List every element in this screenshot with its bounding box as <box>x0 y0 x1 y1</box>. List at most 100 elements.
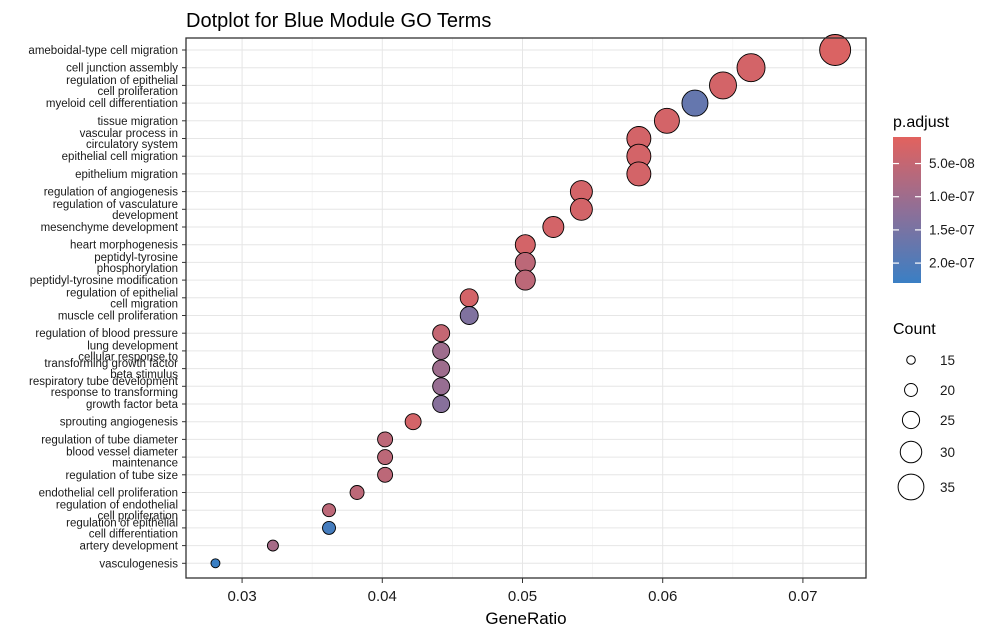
y-tick-label: regulation of blood pressure <box>35 328 178 340</box>
data-point <box>432 324 451 343</box>
y-tick-label: tissue migration <box>97 116 178 128</box>
size-legend-label: 15 <box>940 353 955 368</box>
color-legend-ticks: 5.0e-08 1.0e-07 1.5e-07 2.0e-07 <box>893 156 975 271</box>
data-point <box>681 89 709 117</box>
y-tick-label: blood vessel diameter <box>66 447 178 459</box>
y-tick-label: cell differentiation <box>89 528 178 540</box>
y-tick-label: artery development <box>80 541 179 553</box>
y-tick-label: cell junction assembly <box>66 63 178 75</box>
x-tick-label: 0.05 <box>508 588 537 605</box>
y-tick-label: respiratory tube development <box>29 376 179 388</box>
color-legend-label: 5.0e-08 <box>929 156 975 171</box>
data-point <box>736 53 766 83</box>
data-point <box>514 251 536 273</box>
size-legend-circle <box>904 383 918 397</box>
y-tick-labels: ameboidal-type cell migration cell juncti… <box>28 45 186 570</box>
data-point <box>819 34 852 66</box>
y-tick-label: regulation of angiogenesis <box>44 187 179 199</box>
y-tick-label: regulation of vasculature <box>53 199 178 211</box>
size-legend-circle <box>897 473 925 501</box>
y-tick-label: circulatory system <box>86 139 178 151</box>
data-point <box>322 520 336 535</box>
y-tick-label: lung development <box>87 340 179 352</box>
y-tick-label: regulation of tube diameter <box>41 434 178 446</box>
data-points <box>210 34 852 569</box>
y-tick-label: response to transforming <box>51 387 178 399</box>
data-point <box>709 71 737 100</box>
y-tick-label: sprouting angiogenesis <box>60 417 179 429</box>
size-legend-circle <box>906 355 916 365</box>
color-legend: p.adjust 5.0e-08 1.0e-07 1.5e-07 2.0e-07 <box>893 114 975 283</box>
y-tick-label: vasculogenesis <box>99 558 178 570</box>
plot-grid <box>186 38 866 578</box>
y-tick-label: muscle cell proliferation <box>58 311 178 323</box>
y-tick-label: mesenchyme development <box>41 222 179 234</box>
y-tick-label: endothelial cell proliferation <box>39 488 178 500</box>
size-legend-items: 15 20 25 30 35 <box>897 353 955 501</box>
y-tick-label: cell proliferation <box>97 86 178 98</box>
y-tick-label: heart morphogenesis <box>70 240 178 252</box>
y-tick-label: transforming growth factor <box>44 358 178 370</box>
y-tick-label: cell migration <box>110 298 178 310</box>
data-point <box>322 503 336 518</box>
data-point <box>432 359 451 378</box>
data-point <box>432 341 451 360</box>
data-point <box>653 107 680 134</box>
data-point <box>542 216 565 238</box>
color-legend-label: 1.0e-07 <box>929 189 975 204</box>
data-point <box>432 395 451 413</box>
size-legend-title: Count <box>893 321 936 338</box>
size-legend-circle <box>901 410 921 430</box>
data-point <box>459 306 479 325</box>
color-legend-label: 2.0e-07 <box>929 256 975 271</box>
y-tick-label: peptidyl-tyrosine modification <box>30 275 178 287</box>
x-axis-label: GeneRatio <box>485 609 566 628</box>
y-tick-label: cellular response to <box>78 351 178 363</box>
x-tick-label: 0.07 <box>788 588 817 605</box>
data-point <box>377 431 394 448</box>
data-point <box>210 558 221 569</box>
y-tick-label: ameboidal-type cell migration <box>28 45 178 57</box>
y-tick-label: beta stimulus <box>110 369 178 381</box>
data-point <box>569 197 593 221</box>
y-tick-label: epithelial cell migration <box>62 151 178 163</box>
data-point <box>377 449 394 466</box>
y-tick-label: maintenance <box>112 458 178 470</box>
data-point <box>404 413 422 431</box>
size-legend-label: 25 <box>940 413 955 428</box>
data-point <box>626 161 652 187</box>
y-tick-label: peptidyl-tyrosine <box>94 252 178 264</box>
y-tick-label: phosphorylation <box>97 263 178 275</box>
size-legend-label: 30 <box>940 445 955 460</box>
data-point <box>266 539 279 552</box>
data-point <box>514 234 536 256</box>
color-legend-bar <box>893 137 921 283</box>
y-tick-label: cell proliferation <box>97 511 178 523</box>
y-tick-label: regulation of epithelial <box>66 287 178 299</box>
y-tick-label: myeloid cell differentiation <box>46 98 178 110</box>
x-tick-label: 0.04 <box>368 588 397 605</box>
size-legend-label: 35 <box>940 480 955 495</box>
color-legend-label: 1.5e-07 <box>929 222 975 237</box>
data-point <box>349 485 365 500</box>
chart-title: Dotplot for Blue Module GO Terms <box>186 10 491 32</box>
x-tick-labels: 0.03 0.04 0.05 0.06 0.07 <box>227 578 818 605</box>
data-point <box>432 377 451 396</box>
x-tick-label: 0.03 <box>227 588 256 605</box>
size-legend: Count 15 20 25 30 35 <box>893 321 955 501</box>
y-tick-label: epithelium migration <box>75 169 178 181</box>
data-point <box>514 269 536 291</box>
size-legend-circle <box>899 440 923 464</box>
x-tick-label: 0.06 <box>648 588 677 605</box>
y-tick-label: regulation of endothelial <box>56 500 178 512</box>
y-tick-label: development <box>112 210 179 222</box>
y-tick-label: regulation of epithelial <box>66 517 178 529</box>
data-point <box>377 466 394 483</box>
size-legend-label: 20 <box>940 383 955 398</box>
plot-border <box>185 37 867 579</box>
y-tick-label: regulation of tube size <box>65 470 178 482</box>
data-point <box>459 288 479 308</box>
color-legend-title: p.adjust <box>893 114 950 131</box>
y-tick-label: vascular process in <box>80 128 178 140</box>
